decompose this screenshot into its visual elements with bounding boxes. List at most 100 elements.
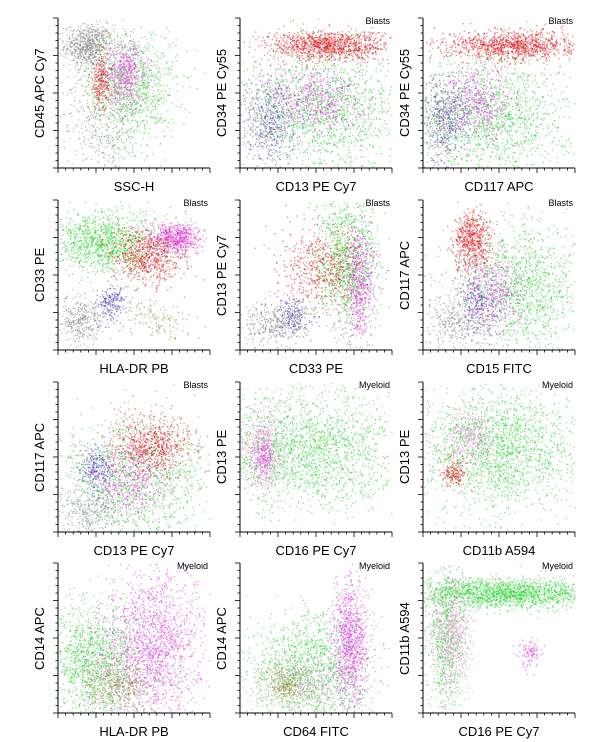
point-cluster-monocyte_magenta <box>246 427 277 495</box>
scatter-plot-svg <box>235 562 393 718</box>
gate-label: Blasts <box>365 16 390 26</box>
x-axis-label: CD16 PE Cy7 <box>240 543 392 558</box>
axis-lines <box>239 563 392 714</box>
scatter-panel-7: Blasts CD13 PE Cy7 CD117 APC <box>32 380 211 558</box>
point-cluster-blasts_red <box>243 19 392 72</box>
point-cluster-monocyte_magenta <box>426 35 537 161</box>
y-axis-label: CD14 APC <box>214 607 229 670</box>
point-cluster-blasts_red <box>78 210 205 310</box>
axis-ticks <box>235 17 393 173</box>
gate-label: Myeloid <box>542 561 573 571</box>
gate-label: Myeloid <box>359 380 390 390</box>
gate-label: Myeloid <box>359 561 390 571</box>
point-cluster-blasts_red <box>254 204 389 336</box>
point-cluster-lymph_blue <box>424 42 477 169</box>
point-cluster-blasts_red <box>438 451 472 492</box>
scatter-panel-4: Blasts HLA-DR PB CD33 PE <box>32 198 211 376</box>
x-axis-label: HLA-DR PB <box>58 724 210 739</box>
x-axis-label: CD117 APC <box>423 179 575 194</box>
point-cluster-debris_gray <box>242 51 294 168</box>
axis-ticks <box>418 199 576 355</box>
point-cluster-myeloid_green <box>62 19 206 167</box>
point-cluster-myeloid_green <box>58 575 192 714</box>
scatter-plot-svg <box>418 562 576 718</box>
point-cluster-debris_gray <box>425 271 495 351</box>
scatter-plot-svg <box>418 17 576 173</box>
axis-ticks <box>53 562 211 718</box>
point-cluster-other_olive <box>255 650 322 713</box>
axis-ticks <box>418 562 576 718</box>
scatter-plot-svg <box>418 381 576 537</box>
scatter-plot-svg <box>235 17 393 173</box>
scatter-plot-svg <box>418 199 576 355</box>
x-axis-label: CD11b A594 <box>423 543 575 558</box>
scatter-panel-5: Blasts CD33 PE CD13 PE Cy7 <box>214 198 393 376</box>
point-cluster-lymph_blue <box>240 49 308 168</box>
scatter-panel-6: Blasts CD15 FITC CD117 APC <box>397 198 576 376</box>
point-cluster-monocyte_magenta <box>71 421 186 529</box>
gate-label: Myeloid <box>177 561 208 571</box>
gate-label: Blasts <box>183 380 208 390</box>
point-cluster-other_olive <box>114 297 206 340</box>
scatter-panel-1: SSC-H CD45 APC Cy7 <box>32 17 211 194</box>
x-axis-label: CD64 FITC <box>240 724 392 739</box>
y-axis-label: CD14 APC <box>32 607 47 670</box>
scatter-panel-11: Myeloid CD64 FITC CD14 APC <box>214 561 393 739</box>
x-axis-label: CD16 PE Cy7 <box>423 724 575 739</box>
point-cluster-lymph_blue <box>60 438 124 507</box>
scatter-panel-10: Myeloid HLA-DR PB CD14 APC <box>32 561 211 739</box>
point-cluster-blasts_red <box>426 23 575 77</box>
x-axis-label: HLA-DR PB <box>58 361 210 376</box>
x-axis-label: CD33 PE <box>240 361 392 376</box>
y-axis-label: CD13 PE Cy7 <box>214 235 229 316</box>
scatter-plot-svg <box>53 562 211 718</box>
y-axis-label: CD34 PE Cy55 <box>214 49 229 137</box>
axis-lines <box>57 200 210 351</box>
scatter-plot-svg <box>53 199 211 355</box>
y-axis-label: CD117 APC <box>32 422 47 491</box>
point-cluster-myeloid_green <box>423 565 576 619</box>
point-cluster-debris_gray <box>241 291 324 351</box>
axis-ticks <box>418 17 576 173</box>
scatter-plot-svg <box>53 381 211 537</box>
point-cluster-blasts_red <box>83 46 117 125</box>
point-cluster-lymph_blue <box>454 270 501 335</box>
point-cluster-monocyte_magenta <box>325 564 377 714</box>
x-axis-label: CD15 FITC <box>423 361 575 376</box>
y-axis-label: CD13 PE <box>397 430 412 484</box>
gate-label: Blasts <box>548 16 573 26</box>
point-cluster-lymph_blue <box>84 275 138 328</box>
point-cluster-myeloid_green <box>59 384 211 533</box>
y-axis-label: CD45 APC Cy7 <box>32 48 47 138</box>
point-cluster-myeloid_green <box>240 383 393 524</box>
point-cluster-granulocyte_pink <box>240 387 301 517</box>
point-cluster-blasts_red <box>91 394 209 494</box>
axis-ticks <box>235 381 393 537</box>
scatter-plot-svg <box>235 199 393 355</box>
scatter-panel-9: Myeloid CD11b A594 CD13 PE <box>397 380 576 558</box>
scatter-panel-3: Blasts CD117 APC CD34 PE Cy55 <box>397 16 576 194</box>
y-axis-label: CD33 PE <box>32 248 47 302</box>
scatter-panel-2: Blasts CD13 PE Cy7 CD34 PE Cy55 <box>214 16 393 194</box>
axis-ticks <box>53 381 211 537</box>
point-cluster-monocyte_magenta <box>132 213 208 263</box>
axis-ticks <box>53 199 211 355</box>
point-cluster-myeloid_green <box>241 584 390 713</box>
gate-label: Blasts <box>548 198 573 208</box>
gate-label: Blasts <box>365 198 390 208</box>
point-cluster-debris_gray <box>58 279 112 351</box>
y-axis-label: CD11b A594 <box>397 602 412 675</box>
point-cluster-granulocyte_pink <box>94 66 145 126</box>
point-cluster-monocyte_magenta <box>428 227 543 350</box>
point-cluster-lymph_blue <box>270 292 326 342</box>
axis-ticks <box>235 562 393 718</box>
x-axis-label: CD13 PE Cy7 <box>58 543 210 558</box>
point-cluster-debris_gray <box>424 80 467 166</box>
y-axis-label: CD117 APC <box>397 240 412 309</box>
point-cluster-monocyte_magenta <box>69 563 211 714</box>
point-cluster-myeloid_green <box>292 200 390 350</box>
point-cluster-myeloid_green <box>423 20 576 169</box>
axis-ticks <box>235 199 393 355</box>
scatter-plot-svg <box>53 17 211 173</box>
